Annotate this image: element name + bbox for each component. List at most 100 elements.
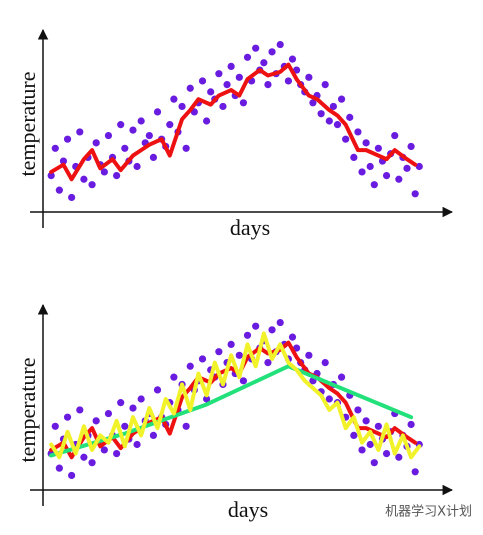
line <box>49 331 422 460</box>
data-point <box>235 73 243 81</box>
data-point <box>68 193 76 202</box>
data-point <box>129 126 137 134</box>
data-point <box>80 453 88 461</box>
data-point <box>63 135 72 143</box>
data-point <box>215 348 223 356</box>
data-point <box>276 40 284 49</box>
axes-1 <box>30 28 454 228</box>
data-point <box>88 459 96 467</box>
data-point <box>182 422 190 430</box>
data-point <box>292 66 301 74</box>
line <box>49 62 418 182</box>
data-point <box>100 168 108 176</box>
data-point <box>358 446 366 454</box>
data-point <box>342 135 350 143</box>
data-point <box>264 81 272 89</box>
x-axis-label: days <box>228 497 268 522</box>
data-point <box>407 420 415 429</box>
data-point <box>186 84 194 92</box>
data-point <box>288 333 297 341</box>
data-point <box>59 157 68 165</box>
data-point <box>178 102 186 111</box>
data-point <box>362 417 370 425</box>
data-point <box>153 386 162 394</box>
data-point <box>252 322 260 330</box>
data-point <box>133 162 141 171</box>
data-point <box>92 417 100 425</box>
data-point <box>182 144 190 152</box>
data-point <box>51 422 59 430</box>
data-point <box>149 431 158 439</box>
y-axis-label: temperature <box>15 357 40 462</box>
data-point <box>55 464 63 472</box>
x-axis-label: days <box>230 215 270 240</box>
data-point <box>305 351 313 359</box>
data-point <box>76 406 84 414</box>
data-point <box>137 395 145 403</box>
data-point <box>252 44 260 52</box>
data-point <box>104 409 113 418</box>
data-point <box>354 128 362 136</box>
data-point <box>325 117 333 125</box>
data-point <box>223 81 231 89</box>
data-point <box>268 48 276 56</box>
data-point <box>264 359 272 367</box>
data-point <box>207 88 215 96</box>
data-point <box>227 62 235 70</box>
data-point <box>411 190 419 198</box>
data-point <box>63 413 72 421</box>
data-point <box>337 95 346 103</box>
data-point <box>374 144 382 152</box>
data-point <box>239 377 248 385</box>
data-point <box>284 77 292 85</box>
axes-2 <box>30 303 454 506</box>
data-point <box>354 406 362 414</box>
data-point <box>47 172 55 180</box>
data-point <box>243 53 252 61</box>
data-point <box>366 440 374 449</box>
watermark: 机器学习X计划 <box>385 504 472 520</box>
data-point <box>186 362 194 370</box>
data-point <box>346 113 354 121</box>
data-point <box>292 344 301 352</box>
data-point <box>321 359 329 367</box>
data-point <box>166 121 174 129</box>
data-point <box>219 102 227 111</box>
data-point <box>203 395 211 403</box>
data-point <box>243 331 252 339</box>
data-point <box>268 326 276 334</box>
data-point <box>333 121 342 129</box>
data-point <box>395 453 403 461</box>
y-axis-label: temperature <box>15 71 40 176</box>
data-point <box>358 168 366 176</box>
data-point <box>374 422 382 430</box>
data-point <box>403 164 411 172</box>
data-point <box>149 153 158 161</box>
data-point <box>309 99 317 107</box>
data-point <box>325 395 333 403</box>
data-point <box>170 373 178 381</box>
data-point <box>121 144 129 152</box>
data-point <box>350 153 358 161</box>
data-point <box>117 399 125 407</box>
data-point <box>366 162 374 171</box>
data-point <box>133 440 141 449</box>
data-point <box>382 172 391 180</box>
data-point <box>227 340 235 348</box>
data-point <box>121 422 129 430</box>
data-point <box>198 77 207 85</box>
data-point <box>337 373 346 381</box>
data-point <box>68 471 76 480</box>
data-point <box>415 162 423 171</box>
data-point <box>411 468 419 476</box>
data-point <box>100 446 108 454</box>
data-point <box>350 431 358 439</box>
data-point <box>391 131 399 140</box>
data-point <box>305 73 313 81</box>
data-point <box>137 117 145 125</box>
data-point <box>153 108 162 116</box>
data-point <box>170 95 178 103</box>
data-point <box>395 175 403 183</box>
data-point <box>92 139 100 147</box>
